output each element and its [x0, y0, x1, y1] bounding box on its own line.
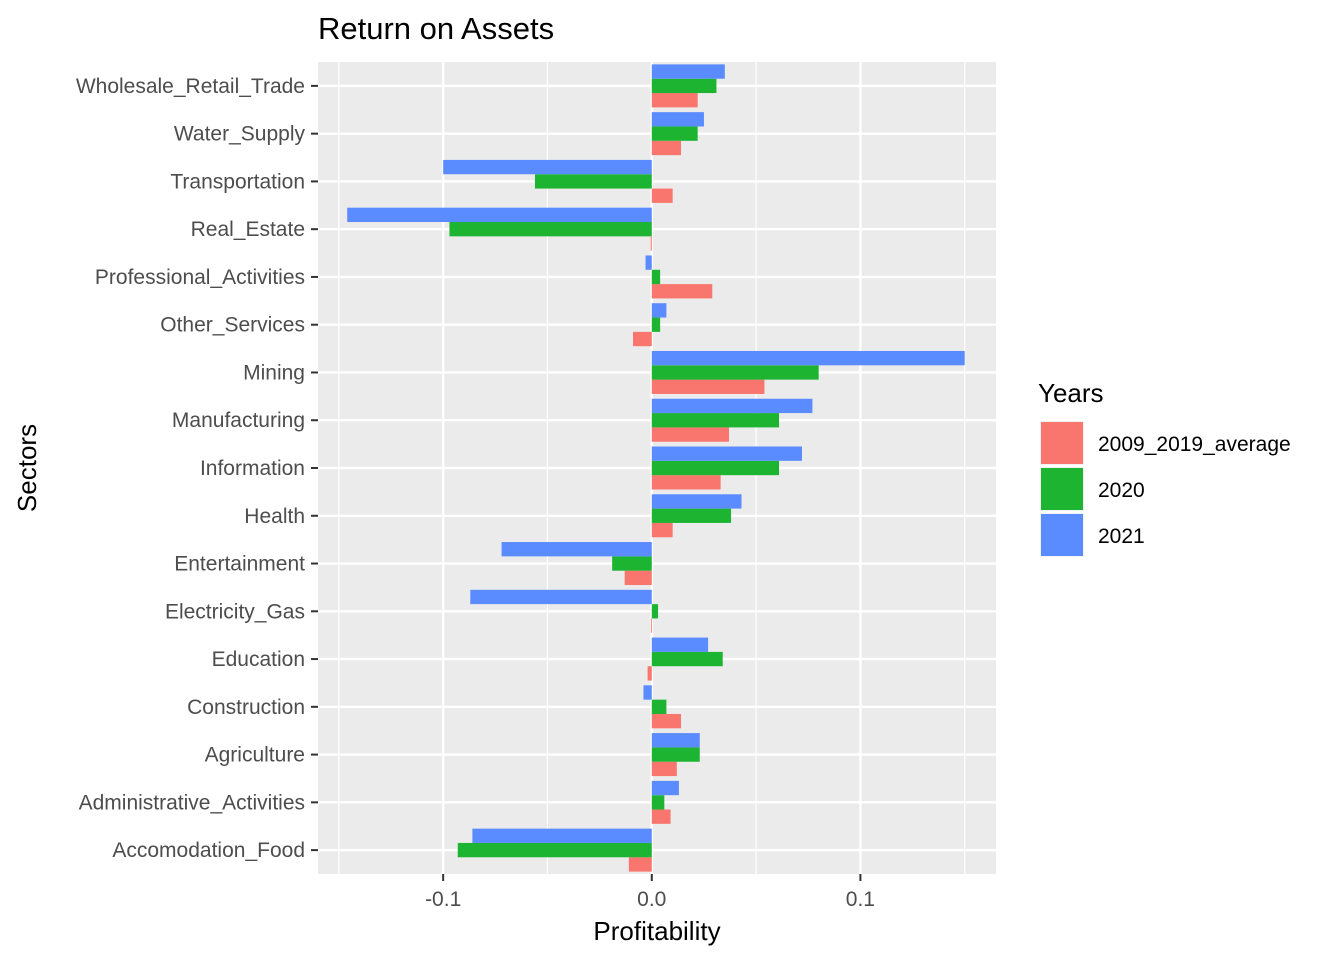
bar	[501, 542, 652, 557]
bar	[651, 93, 698, 108]
bar	[651, 508, 732, 523]
bar	[347, 207, 652, 223]
bar	[651, 140, 681, 156]
bar	[651, 713, 681, 729]
chart-title: Return on Assets	[318, 11, 554, 46]
bar	[651, 303, 667, 318]
bars	[347, 64, 965, 872]
y-tick-label: Transportation	[170, 170, 305, 193]
y-tick-label: Wholesale_Retail_Trade	[76, 75, 305, 98]
bar	[651, 761, 677, 777]
x-axis-title: Profitability	[593, 916, 720, 946]
y-tick-label: Other_Services	[160, 314, 305, 337]
y-tick-label: Electricity_Gas	[165, 600, 305, 623]
legend-label: 2020	[1098, 479, 1145, 502]
bar	[651, 446, 802, 461]
bar	[651, 733, 700, 748]
y-axis-title: Sectors	[12, 424, 42, 512]
x-tick-label: 0.1	[846, 888, 875, 911]
x-tick-label: 0.0	[637, 888, 666, 911]
bar	[651, 398, 813, 414]
bar	[534, 174, 652, 189]
y-tick-label: Administrative_Activities	[79, 791, 305, 814]
y-tick-label: Information	[200, 457, 305, 480]
bar	[651, 475, 721, 490]
bar	[651, 809, 671, 824]
bar	[647, 666, 652, 681]
bar	[651, 780, 679, 796]
legend: Years 2009_2019_average 2020 2021	[1038, 378, 1291, 557]
bar	[651, 78, 717, 94]
bar	[651, 64, 725, 79]
bar	[651, 188, 673, 203]
bar	[651, 699, 667, 714]
y-axis: Wholesale_Retail_Trade Water_Supply Transp…	[76, 75, 318, 862]
y-tick-label: Real_Estate	[191, 218, 305, 241]
y-tick-label: Professional_Activities	[95, 266, 305, 289]
bar	[628, 857, 652, 872]
bar	[449, 222, 652, 237]
bar	[624, 570, 652, 586]
bar	[651, 618, 652, 633]
bar	[651, 350, 965, 366]
bar	[651, 460, 780, 476]
y-tick-label: Water_Supply	[174, 123, 306, 146]
bar	[612, 556, 652, 571]
y-tick-label: Mining	[243, 361, 305, 384]
bar	[651, 126, 698, 141]
y-tick-label: Manufacturing	[172, 409, 305, 432]
bar	[651, 427, 729, 442]
bar	[651, 522, 673, 538]
bar	[651, 413, 780, 428]
y-tick-label: Entertainment	[174, 553, 305, 576]
bar	[651, 651, 723, 667]
legend-label: 2009_2019_average	[1098, 433, 1291, 456]
y-tick-label: Construction	[187, 696, 305, 719]
bar	[650, 236, 652, 251]
bar	[651, 269, 661, 285]
bar	[457, 842, 652, 858]
bar	[651, 112, 704, 127]
bar	[651, 637, 709, 652]
bar	[645, 255, 652, 270]
bar	[651, 494, 742, 509]
bar	[651, 795, 665, 810]
y-tick-label: Health	[244, 505, 305, 528]
bar	[633, 331, 652, 347]
bar	[651, 747, 700, 762]
bar	[651, 379, 765, 394]
legend-swatch	[1041, 422, 1083, 464]
legend-label: 2021	[1098, 525, 1145, 548]
y-tick-label: Accomodation_Food	[112, 839, 305, 862]
x-tick-label: -0.1	[425, 888, 461, 911]
y-tick-label: Education	[212, 648, 305, 671]
bar	[651, 604, 659, 619]
bar	[472, 828, 652, 843]
y-tick-label: Agriculture	[205, 744, 305, 767]
bar	[643, 685, 652, 700]
x-axis: -0.1 0.0 0.1	[425, 874, 875, 911]
legend-swatch	[1041, 468, 1083, 510]
bar	[651, 317, 661, 332]
legend-title: Years	[1038, 378, 1104, 408]
bar	[651, 284, 713, 299]
bar	[470, 589, 652, 605]
legend-swatch	[1041, 514, 1083, 556]
bar	[651, 365, 819, 380]
bar	[443, 159, 652, 175]
